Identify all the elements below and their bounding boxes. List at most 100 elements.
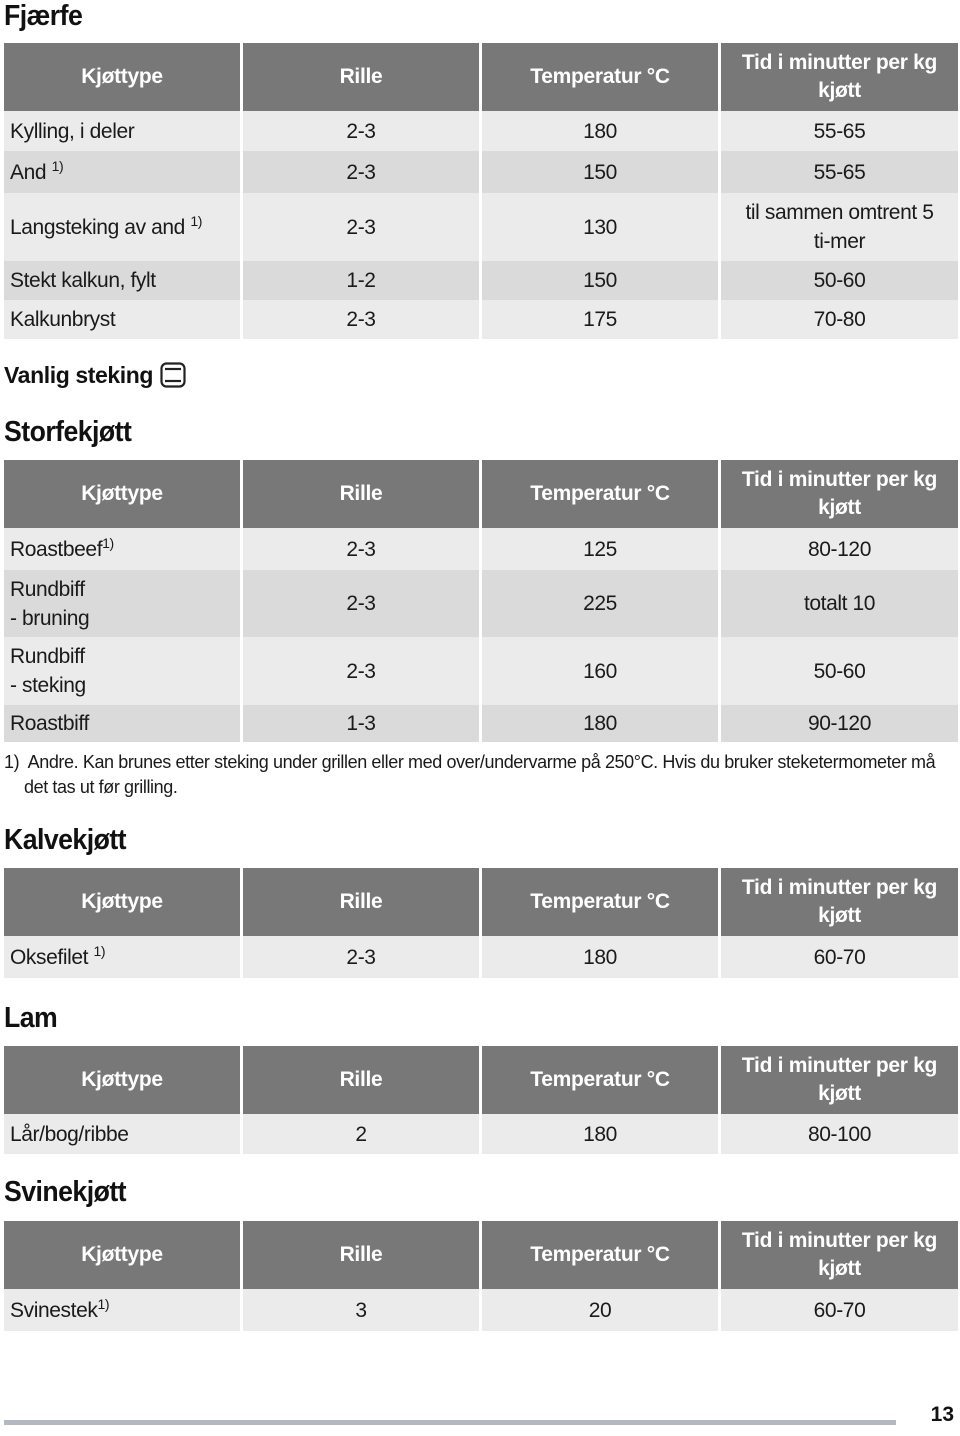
cell-temperatur: 225 (482, 570, 718, 637)
cell-kjottype: Rundbiff - steking (4, 637, 240, 705)
footer-divider (4, 1420, 896, 1425)
cell-temperatur: 180 (482, 936, 718, 978)
table-storfekjott: Kjøttype Rille Temperatur °C Tid i minut… (1, 460, 960, 742)
cell-rille: 1-3 (243, 705, 479, 742)
column-header-kjottype: Kjøttype (4, 868, 240, 936)
column-header-kjottype: Kjøttype (4, 1046, 240, 1114)
footnote-marker: 1) (51, 157, 64, 174)
page-number: 13 (930, 1403, 954, 1426)
cell-kjottype: Roastbiff (4, 705, 240, 742)
column-header-kjottype: Kjøttype (4, 460, 240, 528)
cell-tid: 70-80 (721, 300, 958, 339)
column-header-tid: Tid i minutter per kg kjøtt (721, 43, 958, 111)
cell-kjottype: Roastbeef1) (4, 528, 240, 570)
cell-temperatur: 175 (482, 300, 718, 339)
footnote-line: det tas ut før grilling. (24, 777, 178, 797)
cell-kjottype: Lår/bog/ribbe (4, 1114, 240, 1154)
section-title-svinekjott: Svinekjøtt (4, 1176, 127, 1208)
cell-rille: 2 (243, 1114, 479, 1154)
table-row: Kalkunbryst 2-3 175 70-80 (4, 300, 958, 339)
column-header-temperatur: Temperatur °C (482, 43, 718, 111)
column-header-temperatur: Temperatur °C (482, 460, 718, 528)
footnote-number: 1) (4, 752, 20, 772)
table-lam: Kjøttype Rille Temperatur °C Tid i minut… (1, 1046, 960, 1154)
subheading-vanlig-steking: Vanlig steking (4, 361, 187, 389)
footnote-marker: 1) (93, 942, 106, 959)
column-header-rille: Rille (243, 1221, 479, 1289)
cell-tid: 90-120 (721, 705, 958, 742)
table-row: Oksefilet 1) 2-3 180 60-70 (4, 936, 958, 978)
section-title-lam: Lam (4, 1002, 58, 1034)
cell-rille: 2-3 (243, 637, 479, 705)
table-svinekjott: Kjøttype Rille Temperatur °C Tid i minut… (1, 1221, 960, 1331)
table-row: And 1) 2-3 150 55-65 (4, 151, 958, 193)
cell-tid: 55-65 (721, 111, 958, 151)
oven-conventional-icon (159, 361, 187, 389)
table-row: Svinestek1) 3 20 60-70 (4, 1289, 958, 1331)
column-header-rille: Rille (243, 868, 479, 936)
column-header-tid: Tid i minutter per kg kjøtt (721, 1046, 958, 1114)
cell-kjottype: Langsteking av and 1) (4, 193, 240, 261)
cell-tid: 55-65 (721, 151, 958, 193)
cell-rille: 2-3 (243, 193, 479, 261)
cell-rille: 2-3 (243, 300, 479, 339)
cell-rille: 2-3 (243, 528, 479, 570)
cell-tid: 50-60 (721, 261, 958, 300)
cell-temperatur: 20 (482, 1289, 718, 1331)
cell-kjottype: Kylling, i deler (4, 111, 240, 151)
cell-kjottype: And 1) (4, 151, 240, 193)
cell-temperatur: 180 (482, 705, 718, 742)
footnote: 1) Andre. Kan brunes etter steking under… (4, 750, 954, 800)
table-row: Rundbiff - steking 2-3 160 50-60 (4, 637, 958, 705)
cell-temperatur: 130 (482, 193, 718, 261)
column-header-rille: Rille (243, 460, 479, 528)
footnote-marker: 1) (97, 1295, 110, 1312)
column-header-rille: Rille (243, 43, 479, 111)
footnote-line: 1) Andre. Kan brunes etter steking under… (4, 750, 954, 775)
column-header-tid: Tid i minutter per kg kjøtt (721, 868, 958, 936)
section-title-storfekjott: Storfekjøtt (4, 416, 132, 448)
table-row: Rundbiff - bruning 2-3 225 totalt 10 (4, 570, 958, 637)
section-title-fjaerfe: Fjærfe (4, 0, 83, 32)
cell-temperatur: 150 (482, 261, 718, 300)
cell-temperatur: 180 (482, 111, 718, 151)
cell-kjottype: Oksefilet 1) (4, 936, 240, 978)
cell-rille: 2-3 (243, 936, 479, 978)
cell-rille: 2-3 (243, 111, 479, 151)
column-header-temperatur: Temperatur °C (482, 1046, 718, 1114)
column-header-tid: Tid i minutter per kg kjøtt (721, 1221, 958, 1289)
table-row: Langsteking av and 1) 2-3 130 til sammen… (4, 193, 958, 261)
cell-tid: til sammen omtrent 5 ti-mer (721, 193, 958, 261)
column-header-rille: Rille (243, 1046, 479, 1114)
cell-tid: 50-60 (721, 637, 958, 705)
cell-tid: 80-120 (721, 528, 958, 570)
cell-rille: 2-3 (243, 151, 479, 193)
cell-kjottype: Kalkunbryst (4, 300, 240, 339)
table-fjaerfe: Kjøttype Rille Temperatur °C Tid i minut… (1, 43, 960, 339)
cell-tid: 60-70 (721, 936, 958, 978)
cell-temperatur: 150 (482, 151, 718, 193)
table-row: Kylling, i deler 2-3 180 55-65 (4, 111, 958, 151)
cell-tid: 80-100 (721, 1114, 958, 1154)
cell-tid: totalt 10 (721, 570, 958, 637)
cell-kjottype: Svinestek1) (4, 1289, 240, 1331)
footnote-marker: 1) (102, 534, 114, 551)
cell-temperatur: 160 (482, 637, 718, 705)
table-row: Roastbeef1) 2-3 125 80-120 (4, 528, 958, 570)
table-row: Lår/bog/ribbe 2 180 80-100 (4, 1114, 958, 1154)
vanlig-steking-label: Vanlig steking (4, 361, 154, 388)
footnote-marker: 1) (190, 212, 203, 229)
cell-rille: 2-3 (243, 570, 479, 637)
table-kalvekjott: Kjøttype Rille Temperatur °C Tid i minut… (1, 868, 960, 978)
cell-rille: 1-2 (243, 261, 479, 300)
column-header-kjottype: Kjøttype (4, 1221, 240, 1289)
cell-tid: 60-70 (721, 1289, 958, 1331)
cell-temperatur: 125 (482, 528, 718, 570)
column-header-temperatur: Temperatur °C (482, 868, 718, 936)
column-header-tid: Tid i minutter per kg kjøtt (721, 460, 958, 528)
cell-kjottype: Rundbiff - bruning (4, 570, 240, 637)
cell-temperatur: 180 (482, 1114, 718, 1154)
cell-kjottype: Stekt kalkun, fylt (4, 261, 240, 300)
column-header-temperatur: Temperatur °C (482, 1221, 718, 1289)
table-row: Roastbiff 1-3 180 90-120 (4, 705, 958, 742)
